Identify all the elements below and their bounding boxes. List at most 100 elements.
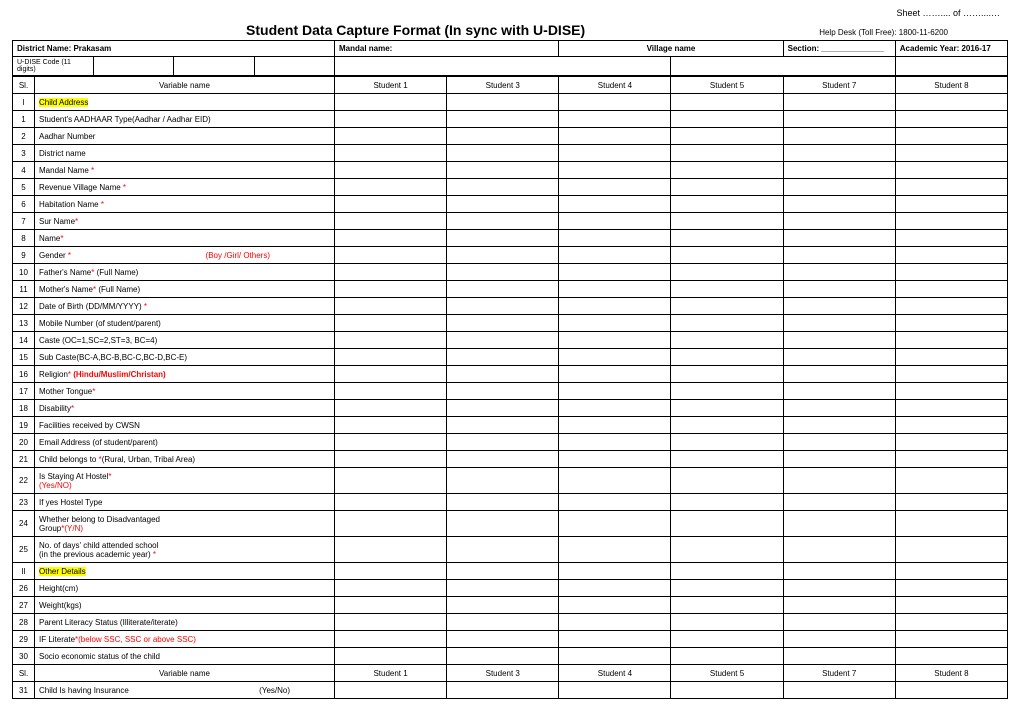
student-header: Student 8 — [895, 665, 1007, 682]
table-row: 27Weight(kgs) — [13, 597, 1008, 614]
udise-digit — [93, 57, 174, 76]
student-cell — [783, 281, 895, 298]
student-cell — [895, 511, 1007, 537]
student-cell — [559, 111, 671, 128]
student-cell — [671, 614, 783, 631]
student-cell — [335, 298, 447, 315]
header-row: Student Data Capture Format (In sync wit… — [12, 22, 1008, 38]
student-header: Student 5 — [671, 665, 783, 682]
table-row: 2Aadhar Number — [13, 128, 1008, 145]
table-row: 20Email Address (of student/parent) — [13, 434, 1008, 451]
student-cell — [671, 451, 783, 468]
student-cell — [783, 648, 895, 665]
student-header: Student 7 — [783, 665, 895, 682]
student-cell — [447, 400, 559, 417]
student-cell — [447, 179, 559, 196]
row-num: 6 — [13, 196, 35, 213]
student-cell — [559, 145, 671, 162]
row-num: 23 — [13, 494, 35, 511]
student-cell — [783, 213, 895, 230]
variable-cell: Height(cm) — [35, 580, 335, 597]
student-cell — [335, 264, 447, 281]
variable-cell: Child Is having Insurance(Yes/No) — [35, 682, 335, 699]
table-row: 16Religion* (Hindu/Muslim/Christan) — [13, 366, 1008, 383]
student-cell — [335, 349, 447, 366]
student-cell — [783, 315, 895, 332]
student-cell — [447, 468, 559, 494]
student-cell — [447, 417, 559, 434]
variable-cell: Aadhar Number — [35, 128, 335, 145]
table-row: 26Height(cm) — [13, 580, 1008, 597]
table-row: 22Is Staying At Hostel*(Yes/NO) — [13, 468, 1008, 494]
student-cell — [559, 400, 671, 417]
student-cell — [335, 94, 447, 111]
row-num: 26 — [13, 580, 35, 597]
student-cell — [895, 128, 1007, 145]
table-row: 18Disability* — [13, 400, 1008, 417]
student-cell — [335, 563, 447, 580]
student-cell — [335, 383, 447, 400]
student-header: Student 3 — [447, 77, 559, 94]
variable-cell: Revenue Village Name * — [35, 179, 335, 196]
student-cell — [559, 511, 671, 537]
student-cell — [335, 597, 447, 614]
student-cell — [895, 631, 1007, 648]
student-cell — [671, 315, 783, 332]
student-cell — [335, 162, 447, 179]
student-cell — [783, 332, 895, 349]
varname-header: Variable name — [35, 77, 335, 94]
meta-blank — [671, 57, 895, 76]
student-cell — [559, 563, 671, 580]
student-cell — [895, 179, 1007, 196]
student-cell — [559, 332, 671, 349]
student-cell — [783, 162, 895, 179]
row-num: 10 — [13, 264, 35, 281]
student-cell — [447, 247, 559, 264]
student-cell — [671, 196, 783, 213]
variable-cell: Mobile Number (of student/parent) — [35, 315, 335, 332]
row-num: 14 — [13, 332, 35, 349]
student-cell — [335, 247, 447, 264]
student-cell — [447, 537, 559, 563]
student-cell — [783, 614, 895, 631]
table-row: 24Whether belong to DisadvantagedGroup*(… — [13, 511, 1008, 537]
variable-cell: Mother's Name* (Full Name) — [35, 281, 335, 298]
student-cell — [783, 196, 895, 213]
student-cell — [559, 298, 671, 315]
student-cell — [783, 417, 895, 434]
student-cell — [335, 332, 447, 349]
student-cell — [447, 597, 559, 614]
variable-cell: Gender *(Boy /Girl/ Others) — [35, 247, 335, 264]
student-header: Student 1 — [335, 665, 447, 682]
student-cell — [447, 648, 559, 665]
table-row: 12Date of Birth (DD/MM/YYYY) * — [13, 298, 1008, 315]
student-cell — [671, 494, 783, 511]
table-row: 8Name* — [13, 230, 1008, 247]
variable-cell: Email Address (of student/parent) — [35, 434, 335, 451]
student-cell — [895, 417, 1007, 434]
table-row: 17Mother Tongue* — [13, 383, 1008, 400]
student-cell — [559, 451, 671, 468]
variable-cell: Socio economic status of the child — [35, 648, 335, 665]
student-cell — [783, 451, 895, 468]
variable-cell: District name — [35, 145, 335, 162]
section-row: IChild Address — [13, 94, 1008, 111]
helpdesk-label: Help Desk (Toll Free): 1800-11-6200 — [819, 28, 1008, 37]
student-cell — [671, 179, 783, 196]
row-num: 31 — [13, 682, 35, 699]
student-cell — [671, 281, 783, 298]
row-num: 3 — [13, 145, 35, 162]
table-row: 21Child belongs to *(Rural, Urban, Triba… — [13, 451, 1008, 468]
variable-cell: If yes Hostel Type — [35, 494, 335, 511]
student-cell — [335, 417, 447, 434]
student-cell — [671, 145, 783, 162]
student-cell — [559, 631, 671, 648]
student-cell — [895, 434, 1007, 451]
student-cell — [559, 366, 671, 383]
sheet-page-label: Sheet …….... of ……....… — [12, 8, 1008, 18]
table-row: 23If yes Hostel Type — [13, 494, 1008, 511]
student-header: Student 3 — [447, 665, 559, 682]
row-num: 17 — [13, 383, 35, 400]
page-title: Student Data Capture Format (In sync wit… — [12, 22, 819, 38]
variable-cell: No. of days' child attended school(in th… — [35, 537, 335, 563]
